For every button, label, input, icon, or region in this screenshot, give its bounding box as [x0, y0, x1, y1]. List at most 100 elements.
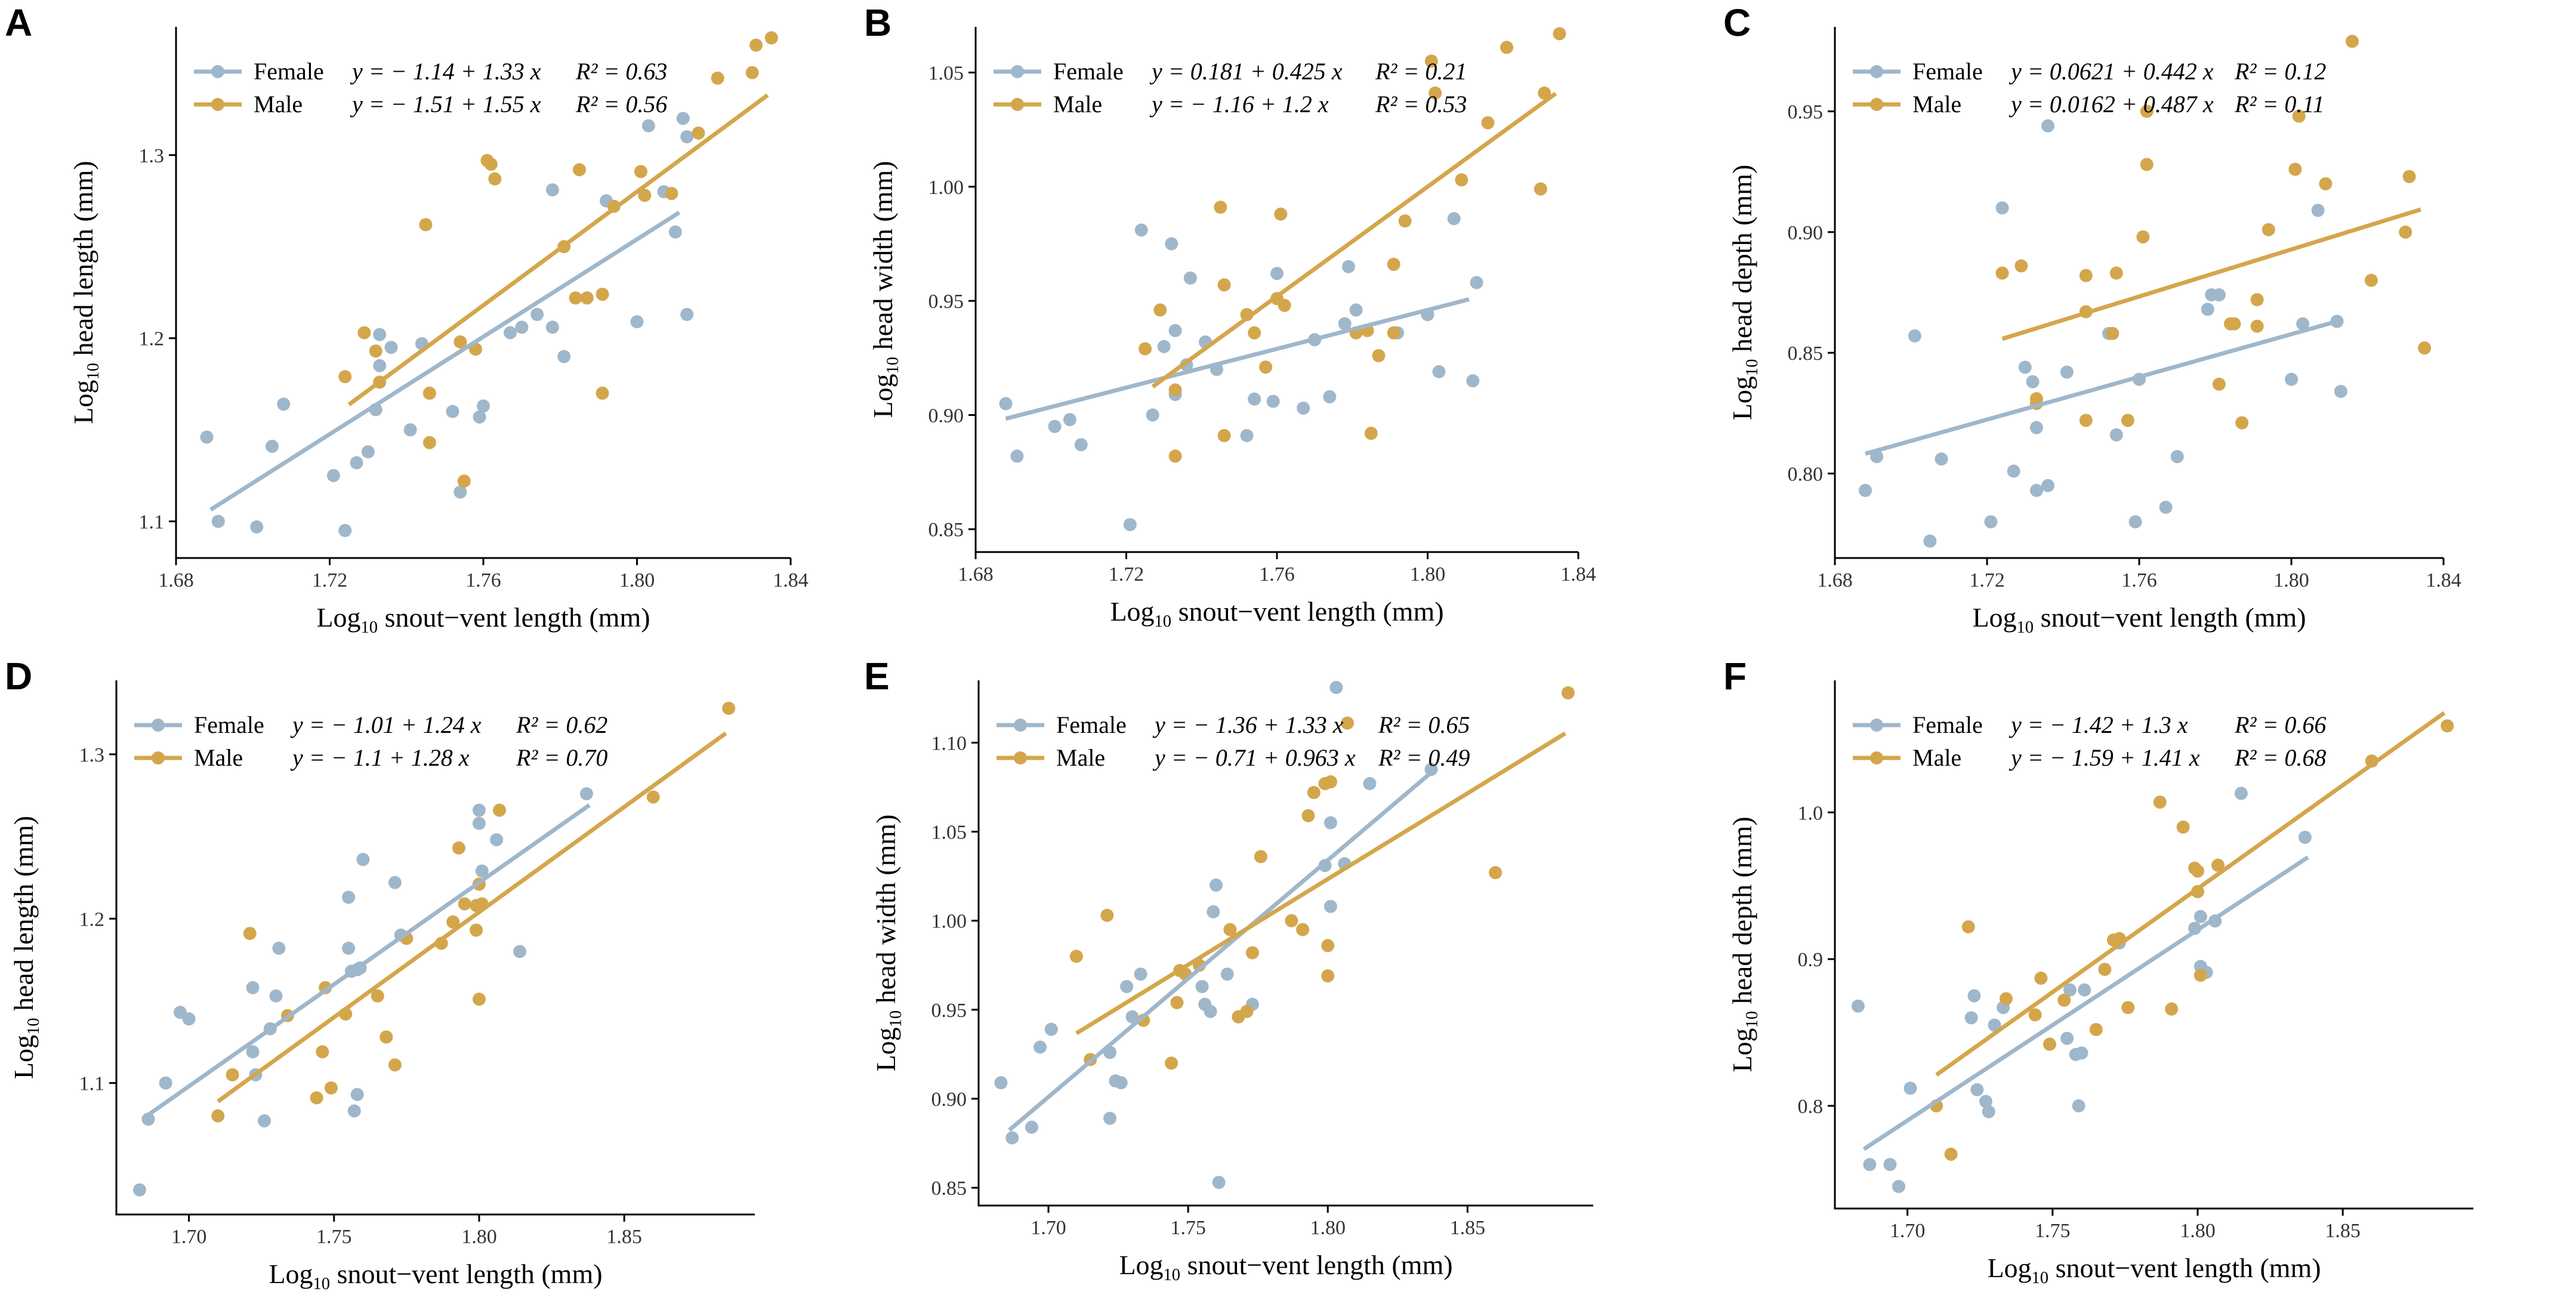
- point-female: [2060, 1031, 2074, 1045]
- point-male: [493, 803, 506, 817]
- point-male: [692, 127, 705, 140]
- x-tick-label: 1.76: [1259, 563, 1295, 585]
- point-female: [1447, 212, 1461, 226]
- y-tick-label: 0.9: [1798, 949, 1824, 971]
- point-female: [347, 1104, 361, 1118]
- point-male: [211, 1109, 225, 1123]
- x-tick-label: 1.80: [1410, 563, 1446, 585]
- point-male: [1217, 429, 1231, 442]
- y-axis-title: Log10 head width (mm): [871, 815, 905, 1072]
- point-male: [2043, 1037, 2056, 1051]
- point-male: [1165, 1056, 1179, 1070]
- point-female: [530, 307, 544, 321]
- point-female: [472, 803, 486, 817]
- point-male: [665, 187, 678, 201]
- point-male: [2029, 392, 2043, 405]
- legend-marker-female: [211, 65, 224, 78]
- point-female: [1324, 816, 1337, 830]
- point-male: [2136, 230, 2150, 243]
- point-male: [2153, 796, 2167, 809]
- point-male: [1500, 41, 1514, 54]
- point-male: [357, 326, 371, 340]
- legend-label-male: Male: [1056, 744, 1105, 771]
- point-female: [1363, 777, 1377, 791]
- r-squared-male: R² = 0.70: [516, 744, 607, 771]
- y-tick-label: 0.8: [1798, 1096, 1824, 1118]
- x-tick-label: 1.80: [2180, 1220, 2216, 1242]
- point-male: [488, 172, 502, 186]
- point-male: [2402, 169, 2416, 183]
- r-squared-female: R² = 0.66: [2234, 711, 2326, 738]
- point-male: [764, 31, 778, 45]
- point-female: [1010, 449, 1024, 463]
- point-male: [2288, 162, 2302, 176]
- point-male: [2176, 820, 2190, 834]
- equation-female: y = − 1.14 + 1.33 x: [350, 58, 541, 85]
- x-axis-title: Log10 snout−vent length (mm): [1987, 1253, 2321, 1287]
- point-female: [132, 1183, 146, 1197]
- point-male: [470, 923, 483, 937]
- point-female: [1204, 1004, 1217, 1018]
- equation-female: y = − 1.42 + 1.3 x: [2009, 711, 2188, 738]
- point-female: [2026, 375, 2040, 389]
- point-female: [1266, 394, 1280, 408]
- point-female: [159, 1076, 172, 1090]
- point-female: [1183, 271, 1197, 285]
- legend-label-female: Female: [1056, 711, 1127, 738]
- legend-label-female: Female: [1912, 58, 1983, 85]
- equation-female: y = − 1.01 + 1.24 x: [290, 711, 482, 738]
- point-male: [1245, 946, 1259, 960]
- point-female: [1168, 323, 1182, 337]
- point-male: [2228, 317, 2241, 331]
- point-female: [1908, 329, 1921, 343]
- point-male: [380, 1030, 393, 1044]
- point-male: [1364, 427, 1378, 440]
- legend-label-female: Female: [1912, 711, 1983, 738]
- point-male: [2121, 1001, 2135, 1015]
- legend-label-male: Male: [1053, 91, 1102, 118]
- equation-male: y = − 1.59 + 1.41 x: [2009, 744, 2200, 771]
- point-female: [1923, 534, 1937, 548]
- legend-marker-female: [1870, 719, 1883, 732]
- point-male: [638, 189, 652, 202]
- point-male: [1168, 383, 1182, 397]
- point-female: [265, 439, 279, 453]
- point-male: [2441, 719, 2454, 733]
- point-female: [211, 514, 225, 528]
- y-tick-label: 0.80: [1788, 463, 1824, 485]
- point-female: [454, 485, 467, 499]
- point-female: [1338, 317, 1352, 331]
- point-male: [2191, 864, 2204, 878]
- point-male: [1321, 939, 1335, 952]
- fit-line-male: [1151, 91, 1557, 389]
- r-squared-female: R² = 0.12: [2234, 58, 2326, 85]
- point-female: [1904, 1081, 1917, 1095]
- point-female: [1979, 1095, 1992, 1108]
- legend-marker-male: [1870, 751, 1883, 765]
- y-tick-label: 1.10: [931, 732, 967, 754]
- point-male: [419, 218, 433, 232]
- fit-line-female: [1008, 766, 1439, 1132]
- point-female: [477, 399, 490, 413]
- y-tick-label: 0.90: [1788, 222, 1824, 244]
- point-female: [1982, 1105, 1995, 1118]
- point-male: [1424, 54, 1438, 68]
- legend-marker-female: [1014, 719, 1027, 732]
- point-male: [1324, 775, 1337, 789]
- point-female: [2109, 428, 2123, 442]
- point-female: [1034, 1040, 1047, 1054]
- point-female: [1044, 1022, 1058, 1036]
- x-tick-label: 1.68: [958, 563, 994, 585]
- point-female: [2212, 288, 2226, 302]
- point-male: [2057, 993, 2071, 1007]
- y-tick-label: 0.85: [928, 519, 964, 541]
- point-female: [1146, 408, 1159, 422]
- point-female: [361, 445, 375, 458]
- point-male: [2034, 972, 2048, 985]
- point-male: [422, 386, 436, 400]
- point-male: [2098, 963, 2112, 976]
- legend-label-male: Male: [194, 744, 243, 771]
- fit-line-male: [217, 731, 727, 1103]
- legend-marker-male: [1011, 98, 1024, 111]
- point-male: [1223, 923, 1237, 936]
